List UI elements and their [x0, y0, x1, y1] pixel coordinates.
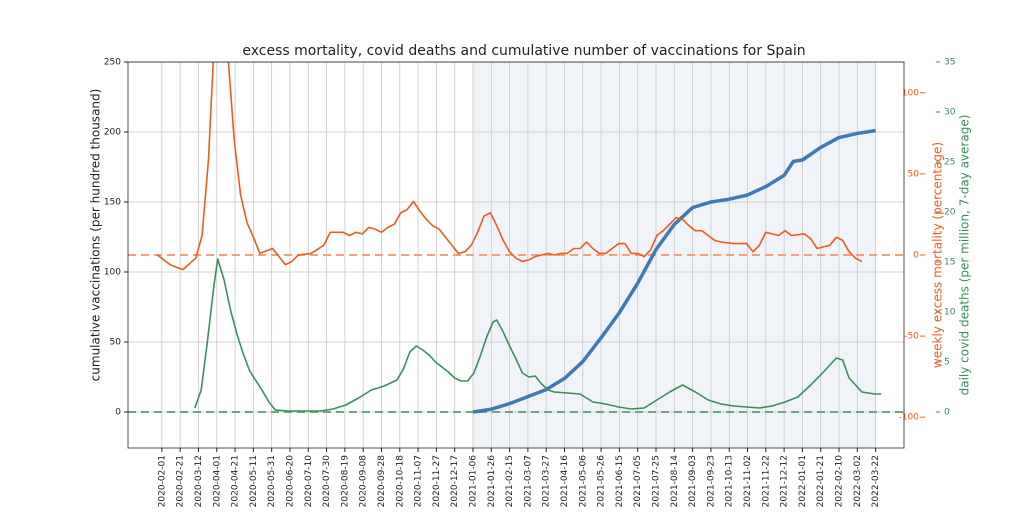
y2-tick-label: -50 [904, 332, 919, 342]
x-tick-label: 2022-03-22 [871, 455, 881, 507]
x-tick-label: 2020-04-01 [212, 455, 222, 507]
x-tick-label: 2021-01-26 [487, 455, 497, 508]
series-line [472, 128, 876, 414]
x-tick-label: 2021-02-15 [505, 455, 515, 507]
y2-tick-label: 100 [902, 88, 919, 98]
y-tick-label: 100 [104, 268, 121, 278]
x-tick-label: 2021-05-06 [578, 455, 588, 508]
x-tick-label: 2021-10-13 [725, 455, 735, 507]
y3-tick-label: 30 [944, 108, 956, 118]
y-axis-label: cumulative vaccinations (per hundred tho… [89, 89, 103, 382]
axes: 2020-02-01 2020-02-21 2020-03-12 2020-04-01… [104, 58, 956, 508]
y-tick-label: 250 [104, 58, 121, 68]
x-tick-label: 2021-03-27 [542, 455, 552, 507]
y-tick-label: 150 [104, 198, 121, 208]
x-tick-label: 2022-01-01 [798, 455, 808, 507]
y3-tick-label: 10 [944, 308, 956, 318]
x-tick-label: 2021-03-07 [523, 455, 533, 507]
lines [128, 62, 904, 414]
x-tick-label: 2022-02-10 [835, 455, 845, 508]
x-tick-label: 2020-05-31 [267, 455, 277, 507]
x-tick-label: 2022-03-02 [853, 455, 863, 507]
y3-tick-label: 25 [944, 158, 955, 168]
y3-axis-label: daily covid deaths (per million, 7-day a… [958, 115, 972, 396]
chart-title: excess mortality, covid deaths and cumul… [242, 43, 805, 59]
series-line [156, 62, 863, 271]
y-tick-label: 0 [115, 408, 121, 418]
x-tick-label: 2020-07-10 [304, 455, 314, 508]
x-tick-label: 2020-12-17 [450, 455, 460, 507]
x-tick-label: 2020-04-21 [231, 455, 241, 507]
y3-tick-label: 0 [944, 408, 950, 418]
x-tick-label: 2020-03-12 [194, 455, 204, 507]
x-tick-label: 2021-01-06 [468, 455, 478, 508]
y-tick-label: 50 [110, 338, 122, 348]
x-tick-label: 2020-10-18 [395, 455, 405, 508]
x-tick-label: 2021-07-05 [633, 455, 643, 507]
y3-tick-label: 15 [944, 258, 955, 268]
x-tick-label: 2020-02-21 [176, 455, 186, 507]
x-tick-label: 2020-05-11 [249, 455, 259, 507]
y2-tick-label: -100 [899, 413, 920, 423]
x-tick-label: 2021-07-25 [652, 455, 662, 507]
x-tick-label: 2021-05-26 [597, 455, 607, 508]
x-tick-label: 2020-11-27 [432, 455, 442, 507]
x-tick-label: 2021-11-22 [761, 455, 771, 507]
x-tick-label: 2020-08-19 [340, 455, 350, 508]
y3-tick-label: 5 [944, 358, 950, 368]
x-tick-label: 2020-06-20 [285, 455, 295, 508]
x-tick-label: 2022-01-21 [816, 455, 826, 507]
x-tick-label: 2021-09-03 [688, 455, 698, 507]
y2-axis-label: weekly excess mortality (percentage) [931, 142, 945, 368]
x-tick-label: 2020-11-07 [414, 455, 424, 507]
x-tick-label: 2020-09-28 [377, 455, 387, 508]
x-tick-label: 2021-06-15 [615, 455, 625, 507]
x-tick-label: 2021-08-14 [670, 455, 680, 508]
x-tick-label: 2020-02-01 [157, 455, 167, 507]
y2-tick-label: 50 [908, 169, 920, 179]
y-tick-label: 200 [104, 128, 121, 138]
x-tick-label: 2021-11-02 [743, 455, 753, 507]
y2-tick-label: 0 [913, 251, 919, 261]
x-tick-label: 2021-12-12 [780, 455, 790, 507]
x-tick-label: 2021-09-23 [706, 455, 716, 507]
y3-tick-label: 35 [944, 58, 955, 68]
x-tick-label: 2020-07-30 [322, 455, 332, 508]
y3-tick-label: 20 [944, 208, 956, 218]
series-line [194, 258, 882, 412]
x-tick-label: 2021-04-16 [560, 455, 570, 508]
x-tick-label: 2020-09-08 [359, 455, 369, 508]
plot-frame [127, 61, 905, 449]
